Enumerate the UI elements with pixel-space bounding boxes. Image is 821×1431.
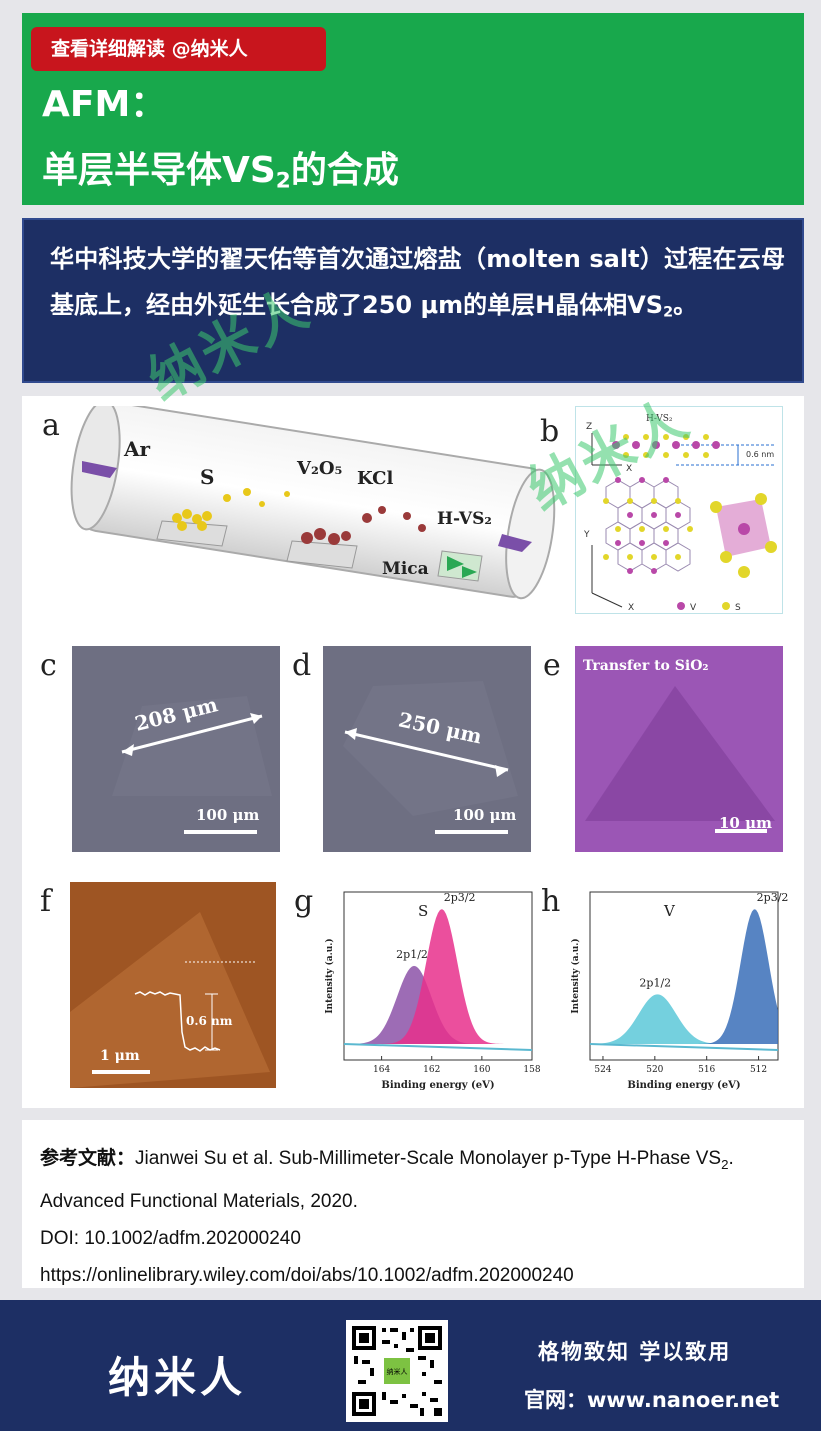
peak-2p3-2 [344,909,532,1044]
reference-journal: Advanced Functional Materials, 2020. [40,1190,358,1212]
panel-label-c: c [40,648,57,683]
crystal-structure: H-VS₂ Z X 0.6 nm Y X V S [575,406,783,614]
summary-text: 华中科技大学的翟天佑等首次通过熔盐（molten salt）过程在云母基底上，经… [50,245,785,321]
panel-label-f: f [40,884,52,919]
plot-frame [343,891,533,1061]
x-tick-label: 512 [750,1065,767,1075]
x-axis-label: Binding energy (eV) [381,1080,494,1091]
reference-citation: 参考文献：Jianwei Su et al. Sub-Millimeter-Sc… [40,1147,734,1172]
x-tick-label: 164 [373,1065,390,1075]
y-axis-label: Intensity (a.u.) [324,938,335,1013]
mica-label: Mica [382,559,429,579]
axis-z-label: Z [586,422,592,432]
reference-url[interactable]: https://onlinelibrary.wiley.com/doi/abs/… [40,1264,574,1286]
detail-link-tag[interactable]: 查看详细解读 @纳米人 [31,27,326,71]
axis-y-label: Y [583,530,590,540]
peak-label: 2p1/2 [639,976,671,989]
scale-bar-d: 100 μm [453,806,517,824]
article-title: 单层半导体VS2的合成 [42,150,399,194]
footer-brand: 纳米人 [108,1353,247,1402]
panel-label-b: b [540,414,560,449]
x-tick-label: 158 [523,1065,540,1075]
background-line [343,1043,533,1051]
axis-x2-label: X [628,603,634,613]
slogan: 格物致知 学以致用 [538,1340,732,1364]
s-label: S [200,465,214,489]
panel-label-a: a [42,408,60,443]
summary-box: 华中科技大学的翟天佑等首次通过熔盐（molten salt）过程在云母基底上，经… [22,218,804,383]
plot-frame [589,891,779,1061]
step-height-label: 0.6 nm [186,1014,233,1028]
mica-substrate [437,550,483,582]
footer: 纳米人 纳米人 格物致知 学以致用 官网：www.nanoer.net [0,1312,821,1431]
optical-image-c: 208 μm 100 μm [72,646,280,852]
axis-x-label: X [626,464,632,474]
optical-image-d: 250 μm 100 μm [323,646,531,852]
website[interactable]: 官网：www.nanoer.net [524,1388,780,1412]
background-line [589,1043,779,1051]
kcl-label: KCl [357,468,393,489]
x-tick-label: 524 [594,1065,611,1075]
optical-image-e: Transfer to SiO₂ 10 μm [575,646,783,852]
xps-chart-v: 2p1/2 2p3/2 V 524 520 516 512 Binding energy (e… [570,891,789,1091]
scale-bar-e: 10 μm [719,814,772,832]
header-banner: 查看详细解读 @纳米人 AFM： 单层半导体VS2的合成 [22,13,804,205]
thickness-label: 0.6 nm [746,450,774,459]
structure-title: H-VS₂ [646,414,673,424]
transfer-label: Transfer to SiO₂ [583,658,709,674]
peak-2p3-2 [590,909,778,1044]
x-tick-label: 516 [698,1065,715,1075]
cvd-tube-diagram: Ar S V₂O₅ KCl H-VS₂ Mica [70,406,556,600]
peak-2p1-2 [344,965,532,1044]
x-axis-label: Binding energy (eV) [627,1080,740,1091]
peak-label: 2p3/2 [757,891,789,904]
panel-label-h: h [541,884,561,919]
afm-image: 0.6 nm 1 μm [70,882,276,1088]
panel-label-e: e [543,648,561,683]
x-tick-label: 520 [646,1065,663,1075]
chart-title: V [663,902,676,920]
x-tick-label: 162 [423,1065,440,1075]
ar-flow-arrow [82,461,117,478]
qr-code[interactable]: 纳米人 [346,1320,448,1422]
peak-2p1-2 [590,994,778,1044]
y-axis-label: Intensity (a.u.) [570,938,581,1013]
panel-label-d: d [292,648,312,683]
panel-label-g: g [294,884,314,919]
scale-bar-f: 1 μm [100,1048,140,1064]
ar-label: Ar [123,437,151,461]
peak-label: 2p3/2 [444,891,476,904]
chart-title: S [418,902,428,920]
journal-title: AFM： [42,84,167,125]
legend-v: V [690,603,697,613]
reference-box: 参考文献：Jianwei Su et al. Sub-Millimeter-Sc… [22,1120,804,1288]
legend-s: S [735,603,741,613]
xps-chart-s: 2p1/2 2p3/2 S 164 162 160 158 Binding energy (e… [324,891,541,1091]
figure-panel: a Ar S V₂O₅ KCl H-VS₂ Mica b H-VS₂ Z X [22,396,804,1108]
x-tick-label: 160 [473,1065,490,1075]
qr-center-label: 纳米人 [387,1367,408,1376]
precursor-boat [286,540,358,569]
reference-doi[interactable]: DOI: 10.1002/adfm.202000240 [40,1227,301,1249]
hvs2-label: H-VS₂ [437,509,492,529]
scale-bar-c: 100 μm [196,806,260,824]
v2o5-label: V₂O₅ [296,458,343,479]
outflow-arrow [498,534,532,552]
peak-label: 2p1/2 [396,948,428,961]
